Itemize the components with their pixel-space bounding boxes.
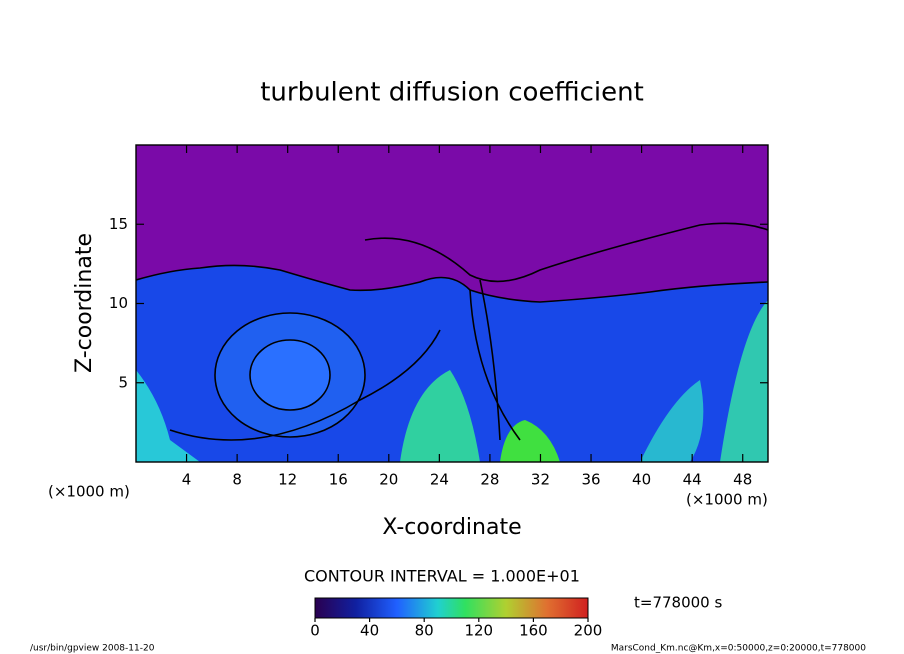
y-tick-label: 10 xyxy=(109,294,128,312)
contour-field xyxy=(136,145,768,462)
colorbar-tick-label: 200 xyxy=(574,622,603,640)
x-unit: (×1000 m) xyxy=(48,483,130,501)
x-unit: (×1000 m) xyxy=(686,491,768,509)
x-tick-label: 4 xyxy=(182,471,192,489)
chart-title: turbulent diffusion coefficient xyxy=(260,78,644,108)
colorbar-tick-label: 80 xyxy=(415,622,434,640)
x-tick-label: 8 xyxy=(232,471,242,489)
y-tick-label: 5 xyxy=(118,373,128,391)
time-label: t=778000 s xyxy=(634,594,722,612)
x-tick-label: 20 xyxy=(379,471,398,489)
x-axis-label: X-coordinate xyxy=(382,515,521,540)
colorbar-tick-label: 120 xyxy=(464,622,493,640)
footer-left: /usr/bin/gpview 2008-11-20 xyxy=(30,644,155,654)
x-tick-label: 24 xyxy=(430,471,449,489)
footer-right: MarsCond_Km.nc@Km,x=0:50000,z=0:20000,t=… xyxy=(611,644,866,654)
x-tick-label: 40 xyxy=(632,471,651,489)
colorbar-tick-label: 0 xyxy=(310,622,320,640)
y-tick-label: 15 xyxy=(109,215,128,233)
x-tick-label: 36 xyxy=(581,471,600,489)
colorbar-tick-label: 40 xyxy=(360,622,379,640)
x-tick-label: 48 xyxy=(733,471,752,489)
x-tick-label: 12 xyxy=(278,471,297,489)
x-tick-label: 32 xyxy=(531,471,550,489)
x-tick-label: 44 xyxy=(683,471,702,489)
colorbar xyxy=(314,597,589,619)
x-tick-label: 28 xyxy=(480,471,499,489)
x-tick-label: 16 xyxy=(329,471,348,489)
colorbar-tick-label: 160 xyxy=(519,622,548,640)
y-axis-label: Z-coordinate xyxy=(72,233,97,373)
contour-interval: CONTOUR INTERVAL = 1.000E+01 xyxy=(304,567,580,586)
